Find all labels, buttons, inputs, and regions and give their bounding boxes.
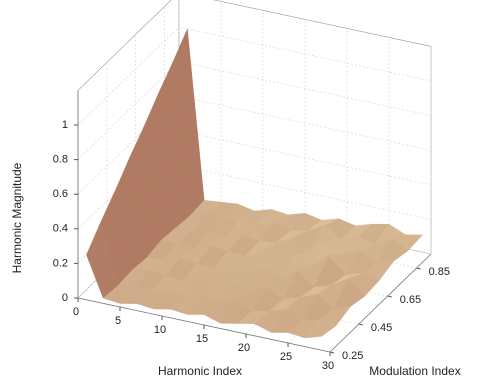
x-tick-label: 10 [154,324,166,336]
tick-mark [416,267,421,270]
y-axis-label: Modulation Index [369,364,460,378]
surface-patch [304,320,337,339]
x-tick-label: 15 [196,333,208,345]
z-tick-label: 0.8 [53,154,68,166]
tick-mark [358,323,363,326]
x-tick-label: 0 [73,306,79,318]
x-tick-label: 5 [115,315,121,327]
axis-line [329,253,432,353]
grid-line [77,61,180,160]
y-tick-label: 0.85 [429,266,450,278]
x-tick-label: 20 [238,342,250,354]
x-tick-label: 30 [322,360,334,372]
z-tick-label: 0.6 [53,188,68,200]
tick-mark [329,351,335,354]
tick-mark [387,295,392,298]
z-axis-label: Harmonic Magnitude [10,162,24,273]
x-axis-label: Harmonic Index [158,364,242,378]
grid-line [178,61,432,116]
y-tick-label: 0.25 [342,350,363,362]
z-tick-label: 0.2 [53,257,68,269]
axis-line [77,297,331,353]
x-tick-label: 25 [280,351,292,363]
grid-line [77,26,180,126]
z-tick-label: 0 [62,292,68,304]
z-tick-label: 0.4 [53,223,68,235]
grid-line [178,165,432,220]
grid-line [178,95,432,151]
z-tick-label: 1 [62,119,68,131]
grid-line [178,26,432,82]
y-tick-label: 0.45 [371,322,392,334]
grid-line [178,130,432,186]
y-tick-label: 0.65 [400,294,421,306]
